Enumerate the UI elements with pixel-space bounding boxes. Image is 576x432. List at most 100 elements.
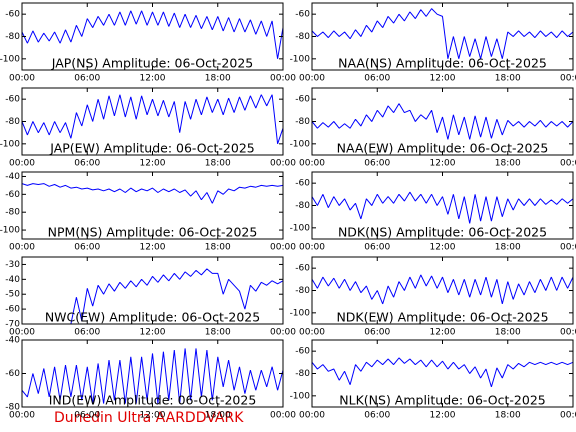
footer: Dunedin Ultra AARDDVARK: [54, 410, 244, 426]
x-tick-label: 00:00: [560, 411, 576, 421]
y-tick-label: -40: [5, 172, 20, 182]
y-tick-label: -100: [290, 223, 311, 233]
x-tick-label: 18:00: [495, 411, 521, 421]
x-tick-label: 18:00: [495, 159, 521, 169]
y-tick-label: -60: [295, 347, 310, 357]
x-tick-label: 06:00: [74, 243, 100, 253]
y-tick-label: -100: [290, 54, 311, 64]
chart-title: NPM(NS) Amplitude: 06-Oct-2025: [48, 225, 258, 240]
x-tick-label: 00:00: [270, 411, 296, 421]
x-tick-label: 00:00: [299, 243, 325, 253]
signal-line: [21, 348, 284, 404]
x-tick-label: 00:00: [299, 411, 325, 421]
signal-line: [311, 274, 574, 305]
x-tick-label: 00:00: [270, 74, 296, 84]
y-tick-label: -80: [295, 369, 310, 379]
x-tick-label: 12:00: [430, 328, 456, 338]
chart-title: IND(EW) Amplitude: 06-Oct-2025: [49, 393, 257, 408]
signal-line: [311, 357, 574, 388]
x-tick-label: 12:00: [140, 74, 166, 84]
x-tick-label: 18:00: [495, 74, 521, 84]
signal-line: [311, 191, 574, 224]
x-tick-label: 00:00: [270, 159, 296, 169]
y-tick-label: -60: [295, 95, 310, 105]
y-tick-label: -80: [5, 117, 20, 127]
x-tick-label: 12:00: [140, 243, 166, 253]
x-tick-label: 00:00: [9, 243, 35, 253]
x-tick-label: 18:00: [205, 411, 231, 421]
y-tick-label: -80: [295, 286, 310, 296]
x-tick-label: 06:00: [364, 243, 390, 253]
y-tick-label: -100: [290, 391, 311, 401]
x-tick-label: 00:00: [270, 328, 296, 338]
plot-area: [312, 172, 573, 239]
y-tick-label: -40: [5, 336, 20, 346]
x-tick-label: 06:00: [74, 159, 100, 169]
x-tick-label: 18:00: [495, 328, 521, 338]
plot-area: [22, 340, 283, 407]
chart-title: JAP(EW) Amplitude: 06-Oct-2025: [49, 141, 254, 156]
plot-area: [22, 172, 283, 239]
y-tick-label: -40: [5, 275, 20, 285]
y-tick-label: -60: [295, 10, 310, 20]
chart-title: NLK(NS) Amplitude: 06-Oct-2025: [339, 393, 545, 408]
y-tick-label: -100: [0, 226, 20, 236]
y-tick-label: -80: [5, 208, 20, 218]
plot-area: [312, 340, 573, 407]
x-tick-label: 00:00: [299, 159, 325, 169]
y-tick-label: -100: [290, 308, 311, 318]
x-tick-label: 00:00: [9, 328, 35, 338]
x-tick-label: 12:00: [140, 159, 166, 169]
y-tick-label: -80: [295, 117, 310, 127]
signal-line: [21, 183, 284, 204]
y-tick-label: -80: [295, 32, 310, 42]
x-tick-label: 06:00: [74, 328, 100, 338]
signal-line: [21, 10, 284, 59]
x-tick-label: 12:00: [430, 159, 456, 169]
x-tick-label: 00:00: [299, 328, 325, 338]
x-tick-label: 00:00: [9, 159, 35, 169]
x-tick-label: 06:00: [364, 328, 390, 338]
x-tick-label: 18:00: [495, 243, 521, 253]
x-tick-label: 06:00: [364, 74, 390, 84]
x-tick-label: 00:00: [9, 411, 35, 421]
signal-line: [21, 94, 284, 144]
y-tick-label: -60: [5, 369, 20, 379]
x-tick-label: 18:00: [205, 159, 231, 169]
y-tick-label: -60: [295, 264, 310, 274]
x-tick-label: 00:00: [560, 328, 576, 338]
chart-title: NAA(EW) Amplitude: 06-Oct-2025: [337, 141, 549, 156]
x-tick-label: 12:00: [140, 411, 166, 421]
chart-title: NDK(EW) Amplitude: 06-Oct-2025: [336, 310, 548, 325]
plot-area: [22, 3, 283, 70]
y-tick-label: -70: [5, 320, 20, 330]
x-tick-label: 00:00: [560, 74, 576, 84]
x-tick-label: 06:00: [74, 74, 100, 84]
x-tick-label: 18:00: [205, 243, 231, 253]
signal-line: [311, 103, 574, 140]
chart-title: NDK(NS) Amplitude: 06-Oct-2025: [338, 225, 547, 240]
x-tick-label: 12:00: [430, 243, 456, 253]
y-tick-label: -60: [5, 305, 20, 315]
y-tick-label: -50: [5, 290, 20, 300]
y-tick-label: -30: [5, 260, 20, 270]
y-tick-label: -100: [0, 54, 20, 64]
x-tick-label: 00:00: [560, 159, 576, 169]
chart-title: NAA(NS) Amplitude: 06-Oct-2025: [338, 56, 547, 71]
y-tick-label: -60: [5, 95, 20, 105]
plot-area: [312, 257, 573, 324]
plot-area: [312, 3, 573, 70]
x-tick-label: 12:00: [140, 328, 166, 338]
x-tick-label: 12:00: [430, 411, 456, 421]
y-tick-label: -80: [295, 201, 310, 211]
y-tick-label: -60: [5, 10, 20, 20]
x-tick-label: 00:00: [9, 74, 35, 84]
x-tick-label: 00:00: [560, 243, 576, 253]
y-tick-label: -60: [5, 190, 20, 200]
x-tick-label: 06:00: [74, 411, 100, 421]
y-tick-label: -100: [0, 139, 20, 149]
x-tick-label: 18:00: [205, 74, 231, 84]
y-tick-label: -100: [290, 139, 311, 149]
